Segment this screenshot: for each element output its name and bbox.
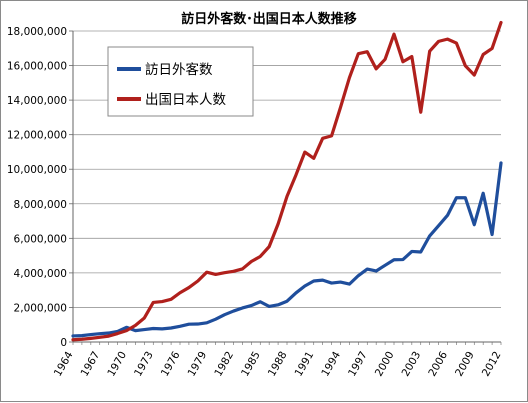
chart-title: 訪日外客数･出国日本人数推移 bbox=[181, 11, 357, 27]
x-tick-label: 1964 bbox=[52, 349, 76, 378]
y-tick-label: 4,000,000 bbox=[14, 268, 67, 280]
legend-label-inbound: 訪日外客数 bbox=[145, 61, 213, 78]
y-tick-label: 10,000,000 bbox=[7, 164, 67, 176]
x-tick-label: 2012 bbox=[480, 350, 504, 379]
y-tick-label: 16,000,000 bbox=[7, 61, 67, 73]
x-tick-label: 1991 bbox=[293, 350, 317, 379]
y-tick-label: 18,000,000 bbox=[7, 26, 67, 38]
y-tick-label: 14,000,000 bbox=[7, 95, 67, 107]
x-tick-label: 1994 bbox=[319, 349, 343, 378]
x-tick-label: 1970 bbox=[105, 350, 129, 379]
x-tick-label: 1973 bbox=[132, 350, 156, 379]
series-line-outbound bbox=[71, 20, 503, 342]
x-tick-label: 2006 bbox=[426, 349, 450, 378]
x-tick-label: 2009 bbox=[453, 350, 477, 379]
x-tick-label: 1979 bbox=[186, 350, 210, 379]
x-tick-label: 1982 bbox=[212, 350, 236, 379]
x-tick-label: 1985 bbox=[239, 350, 263, 379]
legend-label-outbound: 出国日本人数 bbox=[145, 92, 226, 108]
x-tick-label: 2000 bbox=[373, 350, 397, 379]
y-axis-ticks: 0 2,000,000 4,000,000 6,000,000 8,000,000 10,… bbox=[7, 26, 73, 349]
y-tick-label: 0 bbox=[60, 337, 67, 349]
x-tick-label: 2003 bbox=[400, 350, 424, 379]
y-tick-label: 2,000,000 bbox=[14, 302, 67, 314]
x-tick-label: 1976 bbox=[159, 349, 183, 378]
x-tick-label: 1967 bbox=[79, 350, 103, 379]
y-tick-label: 12,000,000 bbox=[7, 130, 67, 142]
x-tick-label: 1997 bbox=[346, 350, 370, 379]
x-tick-label: 1988 bbox=[266, 350, 290, 379]
y-tick-label: 6,000,000 bbox=[14, 233, 67, 245]
y-tick-label: 8,000,000 bbox=[14, 199, 67, 211]
legend: 訪日外客数 出国日本人数 bbox=[107, 46, 254, 117]
legend-box bbox=[107, 46, 254, 117]
x-axis-ticks: 1964 1967 1970 1973 1976 1979 1982 1985 1988 1991… bbox=[52, 342, 504, 379]
series-line-inbound bbox=[71, 161, 503, 338]
series-lines bbox=[71, 20, 503, 342]
